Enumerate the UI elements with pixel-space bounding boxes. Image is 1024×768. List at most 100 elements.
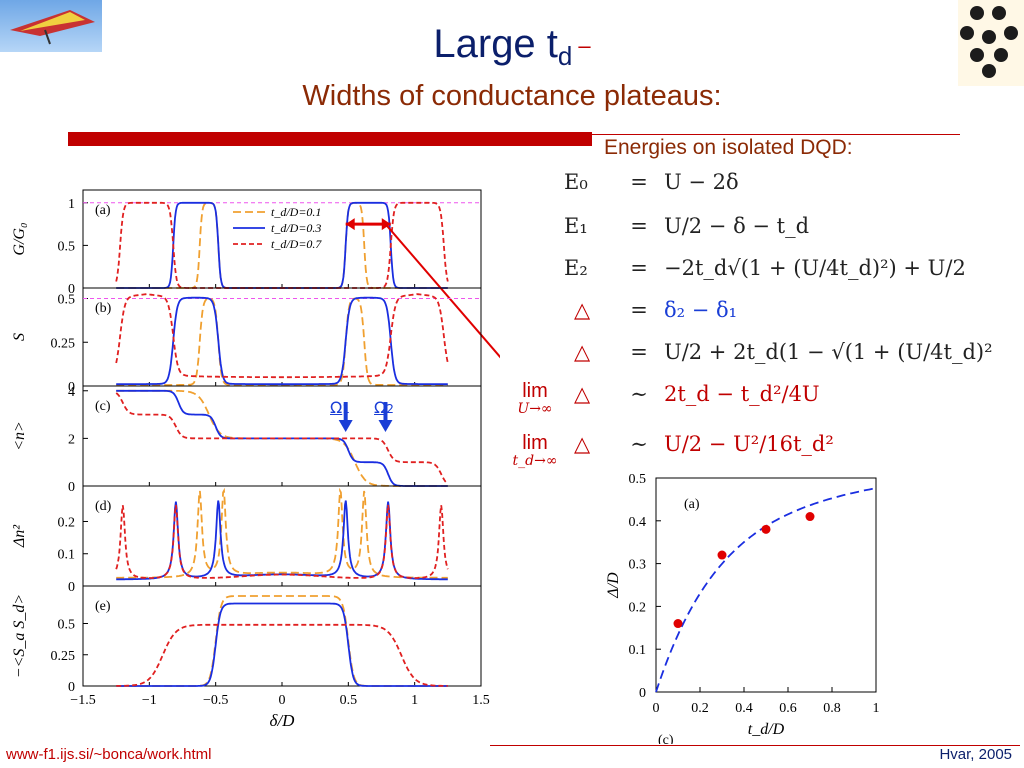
x-tick-label: 0.6 bbox=[779, 701, 797, 716]
y-axis-label: −<S_a S_d> bbox=[11, 594, 28, 678]
y-tick-label: 4 bbox=[68, 385, 75, 400]
x-tick-label: −1.5 bbox=[70, 693, 95, 708]
y-tick-label: 0 bbox=[639, 686, 646, 701]
panel-label: (d) bbox=[95, 499, 112, 514]
y-tick-label: 0.3 bbox=[629, 558, 647, 573]
lim-label: lim bbox=[522, 380, 548, 402]
delta-symbol: △ bbox=[574, 432, 591, 456]
y-tick-label: 0.5 bbox=[58, 618, 76, 633]
dots-logo bbox=[958, 0, 1024, 86]
title-underline-bar bbox=[68, 132, 592, 146]
y-axis-label: G/G₀ bbox=[11, 222, 28, 255]
x-tick-label: 0.4 bbox=[735, 701, 753, 716]
y-axis-label: S bbox=[11, 333, 28, 341]
equation-e2: E₂ = −2t_d√(1 + (U/4t_d)²) + U/2 bbox=[564, 256, 1024, 286]
y-tick-label: 0.5 bbox=[629, 472, 647, 487]
data-point bbox=[761, 524, 771, 534]
equation-e0: E₀ = U − 2δ bbox=[564, 170, 1024, 200]
hang-glider-icon bbox=[10, 10, 95, 45]
panel-frame bbox=[82, 287, 482, 387]
x-axis-label: δ/D bbox=[270, 711, 296, 730]
equation-rhs: U/2 + 2t_d(1 − √(1 + (U/4t_d)² bbox=[664, 340, 993, 364]
panel-label: (a) bbox=[684, 497, 700, 512]
multipanel-chart: 00.51 (a)G/G₀t_d/D=0.1t_d/D=0.3t_d/D=0.70… bbox=[11, 189, 500, 730]
data-point bbox=[673, 619, 683, 629]
y-tick-label: 0 bbox=[68, 282, 75, 297]
omega1-label: Ω1 bbox=[330, 398, 350, 417]
lim-label: lim bbox=[522, 432, 548, 454]
y-tick-label: 0.1 bbox=[629, 643, 647, 658]
y-tick-label: 0 bbox=[68, 680, 75, 695]
panel-frame bbox=[82, 385, 482, 487]
fit-curve bbox=[655, 487, 877, 693]
title-dash: – bbox=[578, 33, 591, 58]
x-tick-label: 1 bbox=[411, 693, 418, 708]
y-tick-label: 0 bbox=[68, 480, 75, 495]
series-line-orange bbox=[116, 297, 448, 387]
y-tick-label: 2 bbox=[68, 432, 75, 447]
x-tick-label: 0.5 bbox=[340, 693, 358, 708]
lim-under: U→∞ bbox=[517, 401, 553, 417]
x-tick-label: 0.2 bbox=[691, 701, 709, 716]
equation-rel: ∼ bbox=[630, 432, 648, 456]
width-arrowhead-left bbox=[345, 218, 355, 231]
title-main: Large t bbox=[433, 22, 558, 66]
footer-line bbox=[490, 745, 1020, 746]
equation-e1: E₁ = U/2 − δ − t_d bbox=[564, 214, 1024, 244]
equation-rel: = bbox=[630, 170, 648, 194]
equation-rhs: U − 2δ bbox=[664, 170, 739, 194]
footer-date: Hvar, 2005 bbox=[939, 746, 1012, 763]
omega2-subscript: 2 bbox=[386, 402, 394, 416]
equation-rel: = bbox=[630, 298, 648, 322]
legend-label: t_d/D=0.1 bbox=[271, 205, 321, 219]
inset-frame bbox=[655, 477, 877, 693]
limit-u: lim U→∞ bbox=[500, 380, 570, 417]
series-line-red bbox=[115, 293, 449, 379]
y-tick-label: 0.1 bbox=[58, 548, 76, 563]
equation-rhs: −2t_d√(1 + (U/4t_d)²) + U/2 bbox=[664, 256, 966, 280]
series-line-red bbox=[115, 504, 449, 579]
equation-lhs: E₂ bbox=[564, 256, 588, 280]
x-tick-label: 0.8 bbox=[823, 701, 841, 716]
delta-symbol: △ bbox=[574, 340, 591, 364]
panel-label: (c) bbox=[95, 399, 111, 414]
y-tick-label: 0 bbox=[68, 580, 75, 595]
y-tick-label: 1 bbox=[68, 197, 75, 212]
series-line-blue bbox=[116, 500, 448, 581]
energies-heading: Energies on isolated DQD: bbox=[604, 136, 853, 159]
y-tick-label: 0.4 bbox=[629, 515, 647, 530]
series-line-blue bbox=[116, 602, 448, 687]
series-line-red bbox=[116, 623, 448, 687]
equation-delta-full: △ = U/2 + 2t_d(1 − √(1 + (U/4t_d)² bbox=[564, 340, 1024, 370]
series-line-red bbox=[115, 392, 449, 485]
delta-symbol: △ bbox=[574, 298, 591, 322]
equation-rhs: U/2 − δ − t_d bbox=[664, 214, 810, 238]
footer-url[interactable]: www-f1.ijs.si/~bonca/work.html bbox=[6, 746, 212, 763]
equation-lhs: E₀ bbox=[564, 170, 588, 194]
hang-glider-logo bbox=[0, 0, 102, 52]
x-axis-label: t_d/D bbox=[748, 721, 785, 738]
y-tick-label: 0.25 bbox=[51, 336, 76, 351]
equation-limit-u: △ ∼ 2t_d − t_d²/4U bbox=[564, 382, 1024, 412]
title-subscript: d bbox=[557, 41, 573, 71]
y-tick-label: 0.2 bbox=[58, 515, 76, 530]
panel-frame bbox=[82, 485, 482, 587]
x-tick-label: 0 bbox=[653, 701, 660, 716]
omega2-label: Ω2 bbox=[374, 398, 394, 417]
series-line-orange bbox=[116, 487, 448, 579]
x-tick-label: −1 bbox=[142, 693, 157, 708]
legend-label: t_d/D=0.3 bbox=[271, 221, 321, 235]
panel-label: (b) bbox=[95, 301, 112, 316]
delta-symbol: △ bbox=[574, 382, 591, 406]
x-tick-label: −0.5 bbox=[203, 693, 228, 708]
equation-rel: = bbox=[630, 214, 648, 238]
slide-subtitle: Widths of conductance plateaus: bbox=[302, 80, 722, 112]
data-point bbox=[805, 512, 815, 522]
panel-label: (e) bbox=[95, 599, 111, 614]
limit-td: lim t_d→∞ bbox=[500, 432, 570, 469]
equation-rhs: δ₂ − δ₁ bbox=[664, 298, 738, 322]
x-tick-label: 1.5 bbox=[472, 693, 490, 708]
series-line-blue bbox=[116, 296, 448, 386]
x-tick-label: 1 bbox=[873, 701, 880, 716]
equation-limit-td: △ ∼ U/2 − U²/16t_d² bbox=[564, 432, 1024, 462]
